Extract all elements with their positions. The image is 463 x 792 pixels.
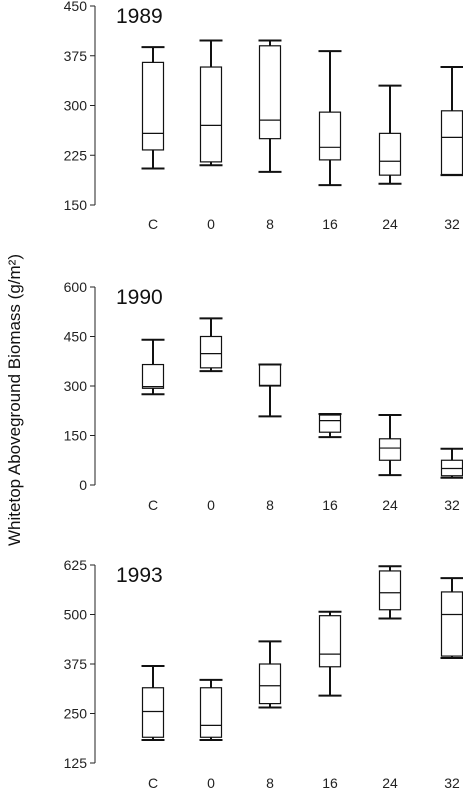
box-32 (440, 447, 463, 479)
box-iqr (440, 110, 463, 176)
y-tick-label: 450 (64, 0, 88, 14)
panel-year-label: 1989 (116, 5, 163, 28)
x-category-label: 16 (322, 216, 338, 232)
y-tick-label: 250 (64, 706, 88, 722)
box-32 (440, 577, 463, 660)
box-iqr (318, 414, 342, 433)
box-8 (258, 39, 282, 173)
y-tick-label: 0 (79, 477, 87, 493)
x-category-label: C (148, 497, 158, 513)
x-category-label: C (148, 216, 158, 232)
y-tick-label: 300 (64, 378, 88, 394)
box-iqr (141, 61, 165, 151)
box-iqr (258, 363, 282, 387)
x-category-label: 8 (266, 216, 274, 232)
box-iqr (378, 132, 402, 176)
x-category-label: 24 (382, 775, 398, 791)
box-iqr (258, 663, 282, 705)
box-0 (199, 317, 223, 373)
y-tick-label: 125 (64, 755, 88, 771)
chart-panel-1993: 125 250 375 500 625 1993 C 0 8 16 24 32 (64, 557, 463, 791)
x-category-label: 0 (207, 497, 215, 513)
box-iqr (199, 687, 223, 738)
box-iqr (378, 438, 402, 461)
box-iqr (141, 687, 165, 738)
box-8 (258, 640, 282, 709)
box-16 (318, 610, 342, 697)
box-iqr (258, 45, 282, 140)
x-category-label: 8 (266, 775, 274, 791)
box-C (141, 664, 165, 742)
x-category-label: 32 (444, 497, 460, 513)
box-iqr (199, 66, 223, 163)
y-tick-label: 625 (64, 557, 88, 573)
box-16 (318, 413, 342, 439)
box-0 (199, 39, 223, 167)
x-category-label: 24 (382, 216, 398, 232)
box-24 (378, 414, 402, 477)
box-iqr (378, 570, 402, 611)
y-tick-label: 375 (64, 48, 88, 64)
x-category-label: 16 (322, 497, 338, 513)
box-iqr (318, 615, 342, 668)
box-32 (440, 66, 463, 177)
panel-year-label: 1993 (116, 564, 163, 587)
x-category-label: C (148, 775, 158, 791)
y-tick-label: 225 (64, 147, 88, 163)
y-tick-label: 500 (64, 607, 88, 623)
panel-year-label: 1990 (116, 286, 163, 309)
box-C (141, 46, 165, 170)
chart-panel-1989: 150 225 300 375 450 1989 C 0 8 16 24 32 (64, 0, 463, 232)
y-tick-label: 150 (64, 197, 88, 213)
x-category-label: 0 (207, 216, 215, 232)
box-8 (258, 363, 282, 418)
box-iqr (199, 335, 223, 369)
x-category-label: 32 (444, 775, 460, 791)
x-category-label: 0 (207, 775, 215, 791)
y-tick-label: 375 (64, 656, 88, 672)
y-axis-label: Whitetop Aboveground Biomass (g/m²) (5, 254, 24, 546)
chart-panel-1990: 0 150 300 450 600 1990 C 0 8 16 24 32 (64, 279, 463, 513)
x-category-label: 24 (382, 497, 398, 513)
y-tick-label: 300 (64, 98, 88, 114)
box-0 (199, 678, 223, 742)
box-iqr (318, 111, 342, 161)
box-24 (378, 565, 402, 620)
x-category-label: 16 (322, 775, 338, 791)
x-category-label: 32 (444, 216, 460, 232)
y-tick-label: 450 (64, 329, 88, 345)
y-tick-label: 600 (64, 279, 88, 295)
box-24 (378, 84, 402, 185)
x-category-label: 8 (266, 497, 274, 513)
box-iqr (141, 363, 165, 389)
y-tick-label: 150 (64, 428, 88, 444)
box-iqr (440, 591, 463, 657)
box-C (141, 338, 165, 396)
box-16 (318, 50, 342, 187)
